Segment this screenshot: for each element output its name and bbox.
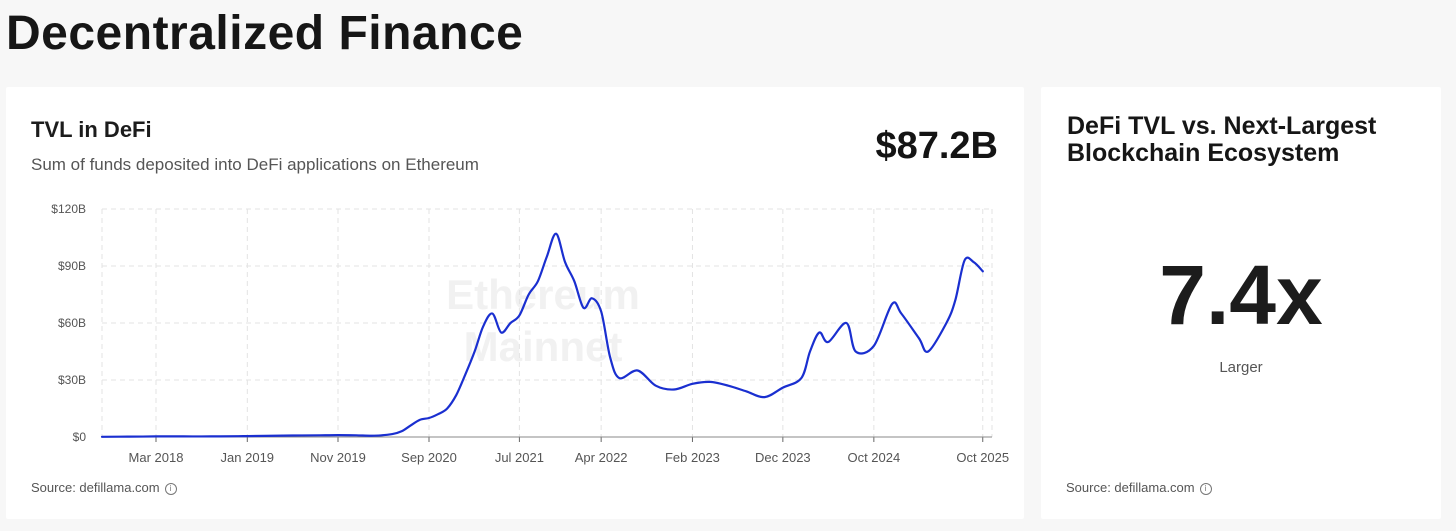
x-tick-label: Oct 2025	[956, 450, 1009, 465]
chart-title: TVL in DeFi	[31, 117, 152, 142]
comparison-ratio: 7.4x	[1159, 248, 1323, 342]
x-tick-label: Jan 2019	[221, 450, 275, 465]
tvl-series-line	[100, 232, 984, 438]
x-tick-label: Nov 2019	[310, 450, 366, 465]
source-note: Source: defillama.com i	[31, 480, 177, 495]
tvl-chart-card: TVL in DeFi Sum of funds deposited into …	[6, 87, 1024, 519]
y-tick-label: $120B	[51, 202, 86, 216]
y-tick-label: $90B	[58, 259, 86, 273]
source-note: Source: defillama.com i	[1066, 480, 1212, 495]
chart-watermark: Ethereum	[446, 271, 640, 318]
x-tick-label: Mar 2018	[129, 450, 184, 465]
page-title: Decentralized Finance	[6, 7, 524, 60]
x-tick-label: Feb 2023	[665, 450, 720, 465]
info-circle-icon[interactable]: i	[164, 482, 177, 495]
y-tick-label: $30B	[58, 373, 86, 387]
y-tick-label: $60B	[58, 316, 86, 330]
tvl-value: $87.2B	[875, 125, 998, 167]
chart-watermark: Mainnet	[464, 323, 623, 370]
x-tick-label: Sep 2020	[401, 450, 457, 465]
comparison-card: DeFi TVL vs. Next-Largest Blockchain Eco…	[1041, 87, 1441, 519]
chart-subtitle: Sum of funds deposited into DeFi applica…	[31, 155, 479, 174]
tvl-line-chart: Ethereum Mainnet $0 $30B $60B $90B $120B Mar 20…	[51, 202, 1009, 465]
x-tick-label: Apr 2022	[575, 450, 628, 465]
comparison-title: DeFi TVL vs. Next-Largest Blockchain Eco…	[1067, 112, 1377, 167]
source-text: Source: defillama.com	[31, 480, 160, 495]
comparison-label: Larger	[1219, 359, 1263, 376]
info-circle-icon[interactable]: i	[1199, 482, 1212, 495]
y-tick-label: $0	[73, 430, 87, 444]
x-tick-label: Oct 2024	[847, 450, 900, 465]
x-tick-label: Jul 2021	[495, 450, 544, 465]
source-text: Source: defillama.com	[1066, 480, 1195, 495]
x-tick-label: Dec 2023	[755, 450, 811, 465]
